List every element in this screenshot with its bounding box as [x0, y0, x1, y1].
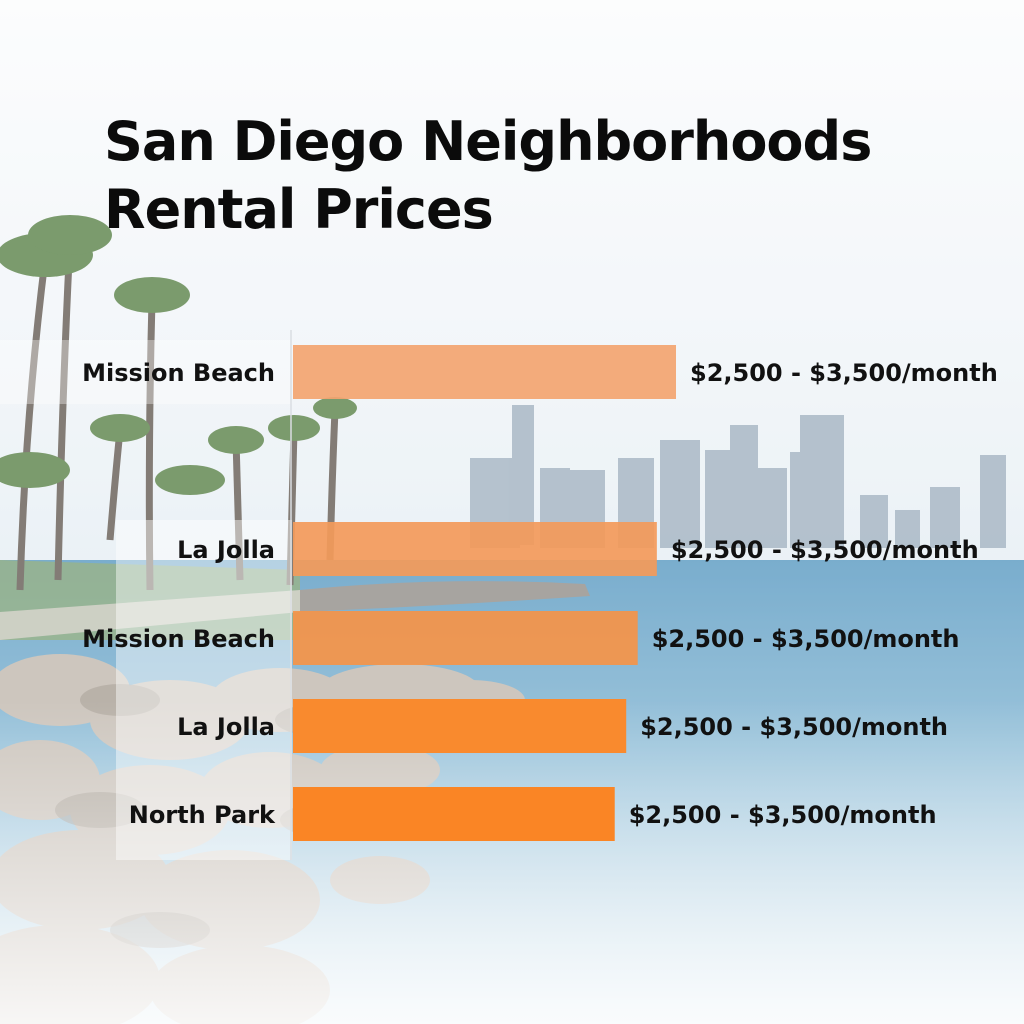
category-label-4: La Jolla: [177, 713, 275, 741]
bar-2: [293, 522, 657, 576]
bar-1: [293, 345, 676, 399]
chart-title-line-1: San Diego Neighborhoods: [104, 110, 872, 173]
bar-3: [293, 611, 638, 665]
category-label-2: La Jolla: [177, 536, 275, 564]
chart-title: San Diego Neighborhoods Rental Prices: [104, 108, 872, 244]
chart-title-line-2: Rental Prices: [104, 178, 494, 241]
category-label-1: Mission Beach: [82, 359, 275, 387]
value-label-2: $2,500 - $3,500/month: [671, 536, 979, 564]
bar-4: [293, 699, 627, 753]
category-label-3: Mission Beach: [82, 625, 275, 653]
value-label-4: $2,500 - $3,500/month: [640, 713, 948, 741]
bar-5: [293, 787, 615, 841]
category-label-5: North Park: [129, 801, 276, 829]
value-label-5: $2,500 - $3,500/month: [629, 801, 937, 829]
value-label-3: $2,500 - $3,500/month: [652, 625, 960, 653]
value-label-1: $2,500 - $3,500/month: [690, 359, 998, 387]
